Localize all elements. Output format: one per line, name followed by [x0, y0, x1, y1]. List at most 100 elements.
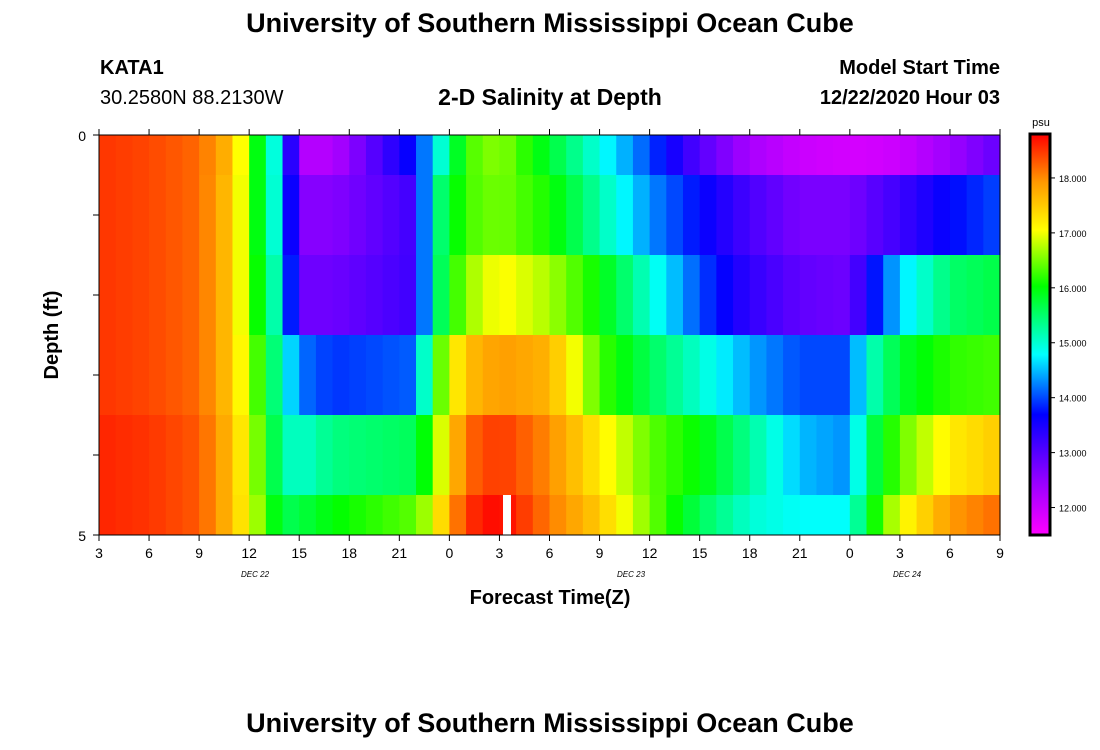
heatmap-cell [666, 255, 684, 335]
heatmap-cell [716, 135, 734, 175]
heatmap-cell [616, 135, 634, 175]
heatmap-cell [199, 255, 217, 335]
heatmap-cell [516, 175, 534, 255]
heatmap-cell [215, 135, 234, 175]
heatmap-cell [616, 335, 634, 415]
heatmap-cell [532, 175, 551, 255]
heatmap-cell [115, 135, 133, 175]
heatmap-cell [282, 135, 300, 175]
heatmap-cell [933, 495, 951, 535]
heatmap-cell [816, 415, 834, 495]
heatmap-cell [966, 495, 984, 535]
heatmap-cell [749, 415, 768, 495]
heatmap-cell [966, 335, 984, 415]
heatmap-cell [916, 135, 934, 175]
heatmap-cell [766, 495, 784, 535]
heatmap-cell [516, 415, 534, 495]
heatmap-cell [165, 415, 184, 495]
heatmap-cell [916, 495, 934, 535]
heatmap-cells [99, 135, 1001, 535]
heatmap-cell [849, 495, 868, 535]
x-tick-label: 21 [792, 545, 808, 561]
heatmap-cell [799, 135, 818, 175]
y-tick-label: 5 [78, 528, 86, 544]
heatmap-cell [716, 175, 734, 255]
heatmap-cell [666, 335, 684, 415]
colorbar-unit: psu [1032, 117, 1050, 129]
heatmap-cell [532, 495, 551, 535]
heatmap-cell [849, 135, 868, 175]
heatmap-cell [182, 255, 200, 335]
heatmap-cell [599, 495, 617, 535]
heatmap-cell [132, 495, 150, 535]
station-coordinates: 30.2580N 88.2130W [100, 87, 284, 109]
heatmap-cell [516, 255, 534, 335]
heatmap-cell [199, 335, 217, 415]
heatmap-cell [766, 335, 784, 415]
heatmap-cell [315, 495, 334, 535]
heatmap-cell [249, 415, 267, 495]
heatmap-cell [132, 335, 150, 415]
heatmap-cell [916, 175, 934, 255]
x-tick-label: 6 [946, 545, 954, 561]
heatmap-cell [332, 495, 350, 535]
x-tick-label: 0 [445, 545, 453, 561]
heatmap-cell [933, 255, 951, 335]
heatmap-cell [132, 255, 150, 335]
heatmap-cell [149, 495, 167, 535]
heatmap-cell [516, 495, 534, 535]
heatmap-cell [883, 495, 901, 535]
heatmap-cell [299, 415, 317, 495]
heatmap-cell [432, 255, 450, 335]
heatmap-cell [899, 135, 918, 175]
heatmap-cell [99, 135, 117, 175]
heatmap-cell [766, 175, 784, 255]
heatmap-cell [232, 255, 250, 335]
heatmap-cell [449, 255, 467, 335]
heatmap-cell [833, 255, 851, 335]
heatmap-cell [833, 335, 851, 415]
heatmap-cell [699, 415, 717, 495]
heatmap-cell [949, 415, 968, 495]
heatmap-cell [682, 255, 701, 335]
heatmap-cell [199, 415, 217, 495]
heatmap-cell [783, 335, 801, 415]
heatmap-cell [599, 255, 617, 335]
heatmap-cell [566, 415, 584, 495]
heatmap-cell [399, 175, 417, 255]
heatmap-cell [399, 495, 417, 535]
heatmap-cell [649, 335, 667, 415]
x-tick-label: 9 [195, 545, 203, 561]
heatmap-cell [332, 415, 350, 495]
heatmap-cell [799, 335, 818, 415]
heatmap-cell [299, 135, 317, 175]
heatmap-cell [666, 135, 684, 175]
current-time-marker [503, 495, 511, 535]
heatmap-cell [182, 415, 200, 495]
heatmap-cell [866, 495, 884, 535]
x-tick-label: 3 [496, 545, 504, 561]
heatmap-cell [165, 135, 184, 175]
heatmap-cell [699, 135, 717, 175]
heatmap-cell [549, 135, 567, 175]
heatmap-cell [599, 335, 617, 415]
heatmap-cell [532, 335, 551, 415]
heatmap-cell [332, 135, 350, 175]
heatmap-cell [449, 175, 467, 255]
heatmap-cell [682, 415, 701, 495]
heatmap-cell [499, 255, 517, 335]
colorbar-tick-label: 14.000 [1059, 394, 1087, 404]
heatmap-cell [649, 495, 667, 535]
x-tick-label: 21 [392, 545, 408, 561]
heatmap-cell [249, 175, 267, 255]
heatmap-cell [349, 135, 367, 175]
heatmap-cell [899, 335, 918, 415]
heatmap-cell [566, 335, 584, 415]
heatmap-cell [416, 175, 434, 255]
x-tick-label: 15 [291, 545, 307, 561]
heatmap-cell [115, 255, 133, 335]
heatmap-cell [132, 415, 150, 495]
heatmap-cell [282, 255, 300, 335]
y-tick-label: 0 [78, 128, 86, 144]
page-title: University of Southern Mississippi Ocean… [246, 8, 854, 38]
